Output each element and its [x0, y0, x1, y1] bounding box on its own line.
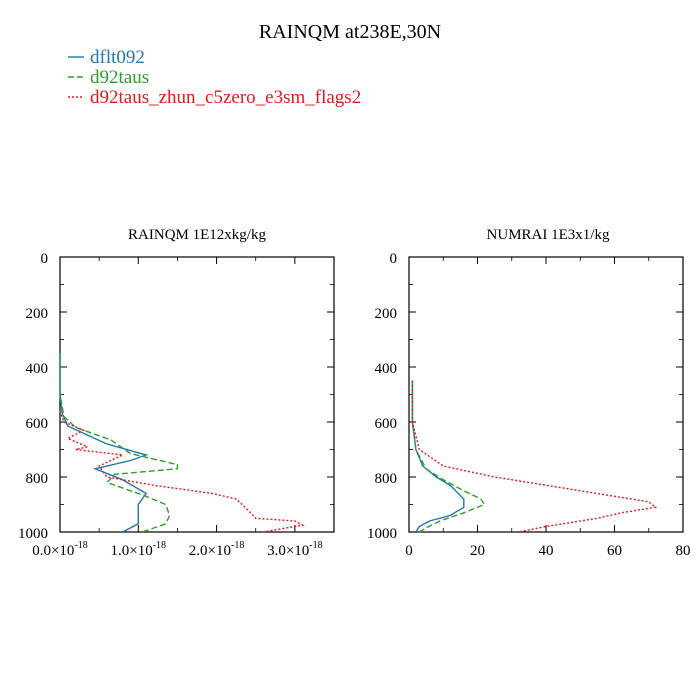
- series-line-dflt092: [59, 353, 149, 533]
- panel-title: RAINQM 1E12xkg/kg: [128, 227, 266, 243]
- legend-label: d92taus_zhun_c5zero_e3sm_flags2: [90, 87, 361, 108]
- legend-label: d92taus: [90, 67, 149, 88]
- series-line-d92taus: [411, 380, 486, 533]
- rainqm-panel: RAINQM 1E12xkg/kg 0 200 400 600 800 10000.0×1…: [18, 227, 335, 559]
- y-tick-label: 600: [375, 416, 398, 432]
- legend-label: dflt092: [90, 47, 145, 68]
- legend-entry: d92taus: [68, 67, 149, 88]
- x-tick-label: 80: [676, 543, 691, 559]
- x-tick-label: 60: [607, 543, 622, 559]
- figure-title: RAINQM at238E,30N: [259, 21, 441, 43]
- x-tick-label: 0: [405, 543, 413, 559]
- x-tick-label: 3.0×10-18: [267, 540, 323, 559]
- x-tick-label: 20: [470, 543, 485, 559]
- y-tick-label: 0: [41, 251, 49, 267]
- plot-frame: [408, 256, 684, 533]
- x-tick-label: 40: [539, 543, 554, 559]
- y-tick-label: 400: [26, 361, 49, 377]
- series-line-d92taus: [59, 353, 179, 533]
- series-line-d92taus_zhun_c5zero_e3sm_flags2: [411, 380, 658, 533]
- series-line-d92taus_zhun_c5zero_e3sm_flags2: [59, 410, 305, 533]
- y-tick-label: 600: [26, 416, 49, 432]
- x-tick-label: 1.0×10-18: [111, 540, 167, 559]
- y-tick-label: 1000: [367, 526, 397, 542]
- y-tick-label: 0: [390, 251, 398, 267]
- y-tick-label: 800: [26, 471, 49, 487]
- x-tick-label: 0.0×10-18: [32, 540, 88, 559]
- numrai-panel: NUMRAI 1E3x1/kg 0 200 400 600 800 1000 0 20 40 60…: [367, 227, 691, 559]
- legend-entry: d92taus_zhun_c5zero_e3sm_flags2: [68, 87, 361, 108]
- y-tick-label: 800: [375, 471, 398, 487]
- legend-entry: dflt092: [68, 47, 145, 68]
- x-tick-label: 2.0×10-18: [189, 540, 245, 559]
- y-tick-label: 400: [375, 361, 398, 377]
- y-tick-label: 200: [26, 306, 49, 322]
- legend: dflt092 d92taus d92taus_zhun_c5zero_e3sm…: [68, 47, 361, 108]
- plot-area: 0 200 400 600 800 1000 0 20 40 60 80: [367, 251, 691, 559]
- y-tick-label: 1000: [18, 526, 48, 542]
- y-tick-label: 200: [375, 306, 398, 322]
- panel-title: NUMRAI 1E3x1/kg: [487, 227, 610, 243]
